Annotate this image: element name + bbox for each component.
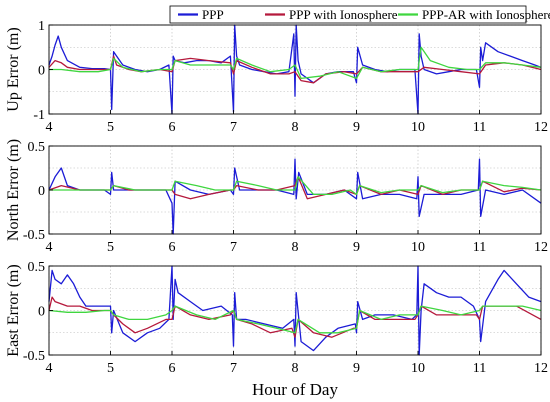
x-tick-label: 12 [534,240,548,255]
series-line-1 [48,176,542,200]
x-tick-label: 7 [230,120,237,135]
x-tick-label: 8 [292,120,299,135]
y-tick-label: 0.5 [28,140,46,155]
series-line-2 [48,305,542,334]
x-tick-label: 7 [230,240,237,255]
legend-label: PPP [202,7,224,22]
legend-label: PPP-AR with Ionosphere [422,7,550,22]
x-tick-label: 10 [411,361,425,376]
y-tick-label: -0.5 [23,228,45,243]
x-tick-label: 11 [473,120,486,135]
x-tick-label: 6 [169,240,176,255]
x-tick-label: 5 [107,120,114,135]
x-tick-label: 4 [46,120,53,135]
x-tick-label: 7 [230,361,237,376]
y-tick-label: 0 [38,64,45,79]
x-tick-label: 8 [292,240,299,255]
x-tick-label: 10 [411,240,425,255]
x-tick-label: 4 [46,240,53,255]
series-line-2 [49,46,542,80]
y-tick-label: 0 [38,305,45,320]
legend-box [169,5,527,24]
x-tick-label: 8 [292,361,299,376]
series-line-0 [48,265,542,356]
y-axis-label: East Error (m) [5,264,22,356]
series-line-0 [48,24,542,115]
x-tick-label: 6 [169,361,176,376]
legend: PPP PPP with Ionosphere PPP-AR with Ionosp… [169,5,550,24]
y-tick-label: -0.5 [23,349,45,364]
x-tick-label: 9 [353,361,360,376]
x-axis-label: Hour of Day [252,380,338,399]
panel-2: 4 5 6 7 8 9 10 11 12 -0.5 0 0.5 East Error (m) [5,260,548,376]
x-tick-label: 11 [473,240,486,255]
x-tick-label: 12 [534,120,548,135]
y-axis-label: Up Error (m) [5,27,22,111]
panel-0: 4 5 6 7 8 9 10 11 12 -1 0 1 Up Error (m) [5,19,548,135]
legend-label: PPP with Ionosphere [289,7,398,22]
x-tick-label: 12 [534,361,548,376]
x-tick-label: 5 [107,240,114,255]
x-tick-label: 10 [411,120,425,135]
y-axis-label: North Error (m) [5,139,22,241]
series-line-2 [49,176,542,196]
x-tick-label: 5 [107,361,114,376]
x-tick-label: 9 [353,120,360,135]
y-tick-label: 1 [38,19,45,34]
y-tick-label: 0.5 [28,260,46,275]
x-tick-label: 4 [46,361,53,376]
x-tick-label: 11 [473,361,486,376]
y-tick-label: 0 [38,184,45,199]
x-tick-label: 9 [353,240,360,255]
y-tick-label: -1 [33,108,45,123]
panel-1: 4 5 6 7 8 9 10 11 12 -0.5 0 0.5 North Error (m) [5,139,548,255]
series-line-0 [48,158,542,235]
x-tick-label: 6 [169,120,176,135]
